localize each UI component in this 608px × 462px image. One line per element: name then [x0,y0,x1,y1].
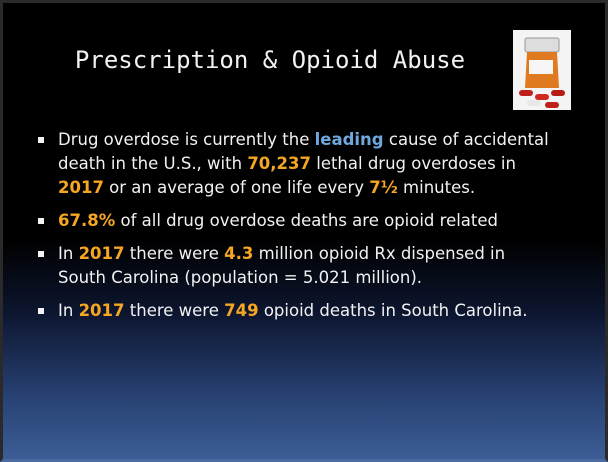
highlight-text: leading [314,130,384,149]
highlight-text: 4.3 [224,244,254,263]
bullet-text: or an average of one life every [103,178,370,197]
bullet-text: of all drug overdose deaths are opioid r… [115,211,499,230]
slide-title: Prescription & Opioid Abuse [74,46,466,74]
bullet-text: there were [124,244,225,263]
bullet: In 2017 there were 749 opioid deaths in … [38,299,558,323]
bullet-text: million opioid Rx dispensed in South Car… [58,244,506,287]
bullet-text: opioid deaths in South Carolina. [258,301,528,320]
bullet-text: Drug overdose is currently the [58,130,315,149]
bullet: Drug overdose is currently the leading c… [38,128,558,200]
bullet-text: minutes. [397,178,476,197]
bullet-text: lethal drug overdoses in [310,154,516,173]
highlight-text: 67.8% [58,211,116,230]
bullet-text: cause of accidental death in the U.S., w… [58,130,549,173]
bullet-text: In [58,244,79,263]
highlight-text: 2017 [78,301,125,320]
highlight-text: 70,237 [247,154,311,173]
bullet-text: there were [124,301,225,320]
highlight-text: 2017 [78,244,125,263]
bullet: In 2017 there were 4.3 million opioid Rx… [38,242,558,290]
bullet-list: Drug overdose is currently the leading c… [38,128,558,332]
highlight-text: 7½ [369,178,398,197]
bullet-text: In [58,301,79,320]
highlight-text: 2017 [58,178,104,197]
bullet: 67.8% of all drug overdose deaths are op… [38,209,558,233]
pill-bottle-image [513,30,571,110]
highlight-text: 749 [224,301,259,320]
